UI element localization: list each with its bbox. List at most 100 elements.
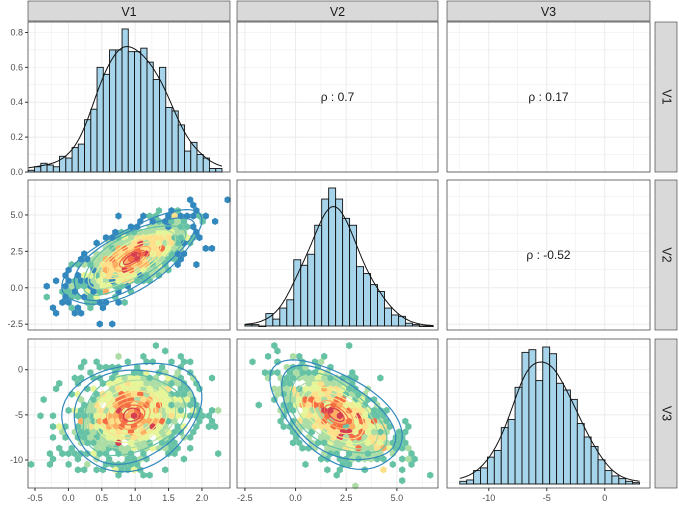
histogram-bar <box>493 449 502 485</box>
hexbin-cell <box>165 428 172 436</box>
hexbin-cell <box>174 390 181 398</box>
histogram-V3 <box>459 346 641 485</box>
histogram-bar <box>190 141 198 173</box>
hexbin-cell <box>174 217 181 225</box>
hexbin-cell <box>190 212 197 220</box>
hexbin-cell <box>96 363 103 371</box>
histogram-bar <box>279 307 288 327</box>
hexbin-cell <box>405 423 412 431</box>
hexbin-cell <box>402 439 409 447</box>
density-contour <box>118 404 146 426</box>
y-tick-label: -2.5 <box>7 319 23 329</box>
hexbin-cell <box>159 223 166 231</box>
hexbin-cell <box>193 423 200 431</box>
hexbin-cell <box>346 342 353 350</box>
x-tick-label: 0.0 <box>62 493 75 503</box>
histogram-bar <box>46 164 54 173</box>
hexbin-cell <box>318 455 325 463</box>
hexbin-cell <box>293 433 300 441</box>
hexbin-cell <box>187 433 194 441</box>
y-tick-label: 2.5 <box>10 246 23 256</box>
histogram-bar <box>611 475 620 485</box>
histogram-bar <box>244 324 253 327</box>
hexbin-cell <box>308 374 315 382</box>
hexbin-cell <box>286 423 294 431</box>
histogram-bar <box>171 110 179 173</box>
histogram-bar <box>459 480 468 485</box>
density-contour <box>122 407 141 422</box>
hexbin-cell <box>205 423 212 431</box>
hexbin-cell <box>77 417 85 425</box>
hexbin-cell <box>28 460 35 468</box>
hexbin-cell <box>165 417 172 425</box>
histogram-bar <box>152 79 160 173</box>
hexbin-cell <box>302 460 309 468</box>
hexbin-cell <box>311 423 318 431</box>
density-contour <box>312 395 360 435</box>
hexbin-cell <box>155 444 163 452</box>
hexbin-cell <box>180 358 188 366</box>
correlation-label: ρ : 0.17 <box>528 90 569 104</box>
hexbin-cell <box>56 379 63 387</box>
y-tick-label: 0.4 <box>10 97 23 107</box>
hexbin-cell <box>121 374 128 382</box>
histogram-bar <box>34 166 42 173</box>
hexbin-cell <box>96 396 103 404</box>
hexbin-cell <box>65 406 72 414</box>
hexbin-cell <box>355 455 362 463</box>
hexbin-cell <box>364 439 371 447</box>
hexbin-cell <box>321 374 328 382</box>
hexbin-cell <box>68 304 75 312</box>
hexbin-cell <box>140 450 147 458</box>
density-contour <box>294 380 378 450</box>
panel-border <box>236 21 439 173</box>
hexbin-cell <box>112 369 119 377</box>
hexbin-cell <box>283 396 290 404</box>
hexbin-cell <box>106 401 113 409</box>
y-tick-label: 0.6 <box>10 62 23 72</box>
hexbin-cell <box>93 466 100 474</box>
hexbin-cell <box>190 374 197 382</box>
hexbin-V3-V2 <box>249 342 434 490</box>
hexbin-cell <box>115 266 122 274</box>
hexbin-cell <box>215 406 222 414</box>
histogram-bar <box>618 478 627 485</box>
hexbin-cell <box>62 293 69 301</box>
hexbin-cell <box>174 261 181 269</box>
density-contour <box>106 241 157 276</box>
density-contour <box>113 400 151 430</box>
hexbin-cell <box>174 401 181 409</box>
histogram-bar <box>102 73 110 173</box>
hexbin-cell <box>112 271 119 279</box>
hexbin-cell <box>77 309 85 317</box>
histogram-bar <box>115 49 123 173</box>
hexbin-cell <box>109 255 116 263</box>
hexbin-cell <box>399 455 406 463</box>
histogram-bar <box>391 314 399 327</box>
hexbin-cell <box>81 401 88 409</box>
hexbin-cell <box>212 217 219 225</box>
hexbin-cell <box>171 450 178 458</box>
hexbin-cell <box>367 455 375 463</box>
hexbin-cell <box>81 466 88 474</box>
hexbin-cell <box>84 288 91 296</box>
panel-background <box>237 22 438 172</box>
density-contour <box>100 390 162 439</box>
panel-border <box>27 21 231 173</box>
hexbin-cell <box>71 309 78 317</box>
histogram-bar <box>52 166 61 173</box>
hexbin-cell <box>93 358 100 366</box>
hexbin-cell <box>43 293 50 301</box>
hexbin-cell <box>411 455 418 463</box>
histogram-bar <box>625 480 634 485</box>
histogram-bar <box>425 325 434 327</box>
y-tick-label: 0.2 <box>10 132 23 142</box>
histogram-bar <box>404 322 413 327</box>
hexbin-cell <box>352 439 359 447</box>
hexbin-cell <box>296 439 303 447</box>
hexbin-cell <box>40 396 47 404</box>
histogram-bar <box>286 299 295 327</box>
hexbin-cell <box>124 358 131 366</box>
histogram-bar <box>363 273 371 327</box>
